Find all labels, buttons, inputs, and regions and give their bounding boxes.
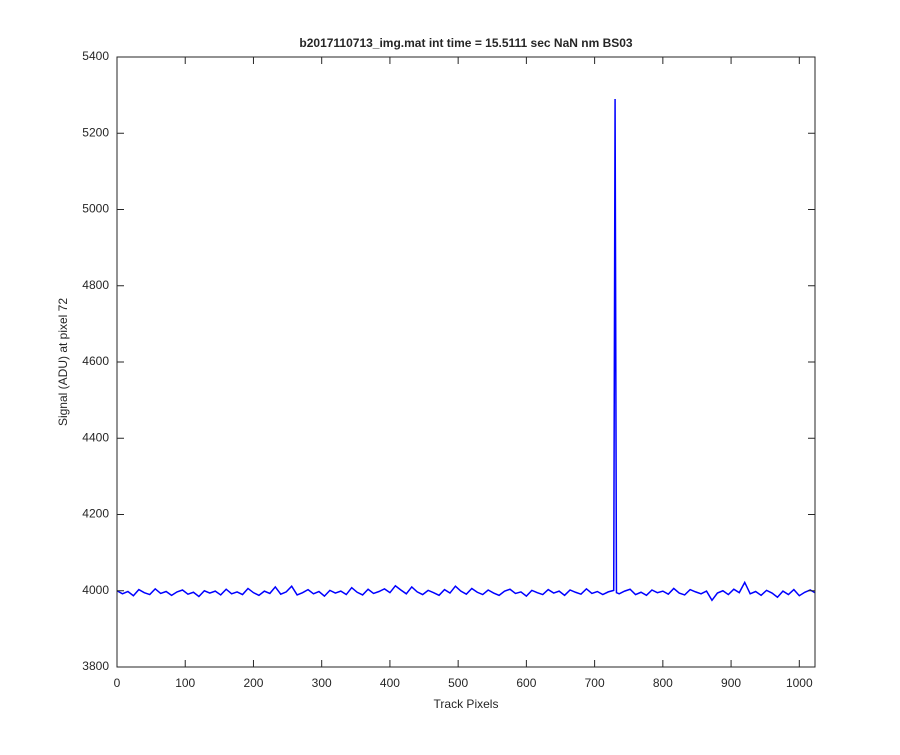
data-line [116,98,816,602]
y-tick-label: 5400 [82,49,109,63]
x-axis-label: Track Pixels [434,697,499,711]
y-tick-label: 4600 [82,354,109,368]
x-tick-label: 900 [721,676,741,690]
x-tick-label: 100 [175,676,195,690]
x-tick-label: 500 [448,676,468,690]
y-tick-label: 5000 [82,202,109,216]
x-tick-label: 300 [312,676,332,690]
y-tick-label: 4200 [82,507,109,521]
x-tick-label: 600 [516,676,536,690]
x-tick-label: 200 [243,676,263,690]
y-tick-label: 3800 [82,659,109,673]
y-axis-label: Signal (ADU) at pixel 72 [56,298,70,426]
y-tick-label: 4400 [82,430,109,444]
y-tick-label: 5200 [82,125,109,139]
x-tick-label: 1000 [786,676,813,690]
chart-title: b2017110713_img.mat int time = 15.5111 s… [299,36,633,50]
x-tick-label: 400 [380,676,400,690]
x-tick-label: 700 [585,676,605,690]
x-tick-label: 800 [653,676,673,690]
y-tick-label: 4000 [82,583,109,597]
y-tick-label: 4800 [82,278,109,292]
x-tick-label: 0 [114,676,121,690]
